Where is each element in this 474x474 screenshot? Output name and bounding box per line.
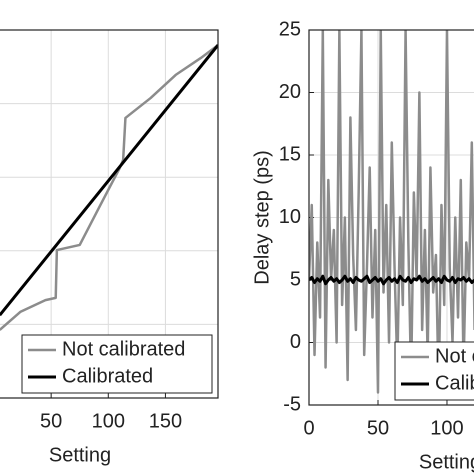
series-group	[309, 30, 474, 394]
x-tick-label: 0	[303, 417, 314, 439]
data-line	[309, 274, 474, 286]
axes-frame	[0, 29, 219, 399]
x-tick-label: 150	[149, 410, 182, 432]
y-tick-label: -5	[283, 393, 301, 415]
data-line	[0, 44, 218, 317]
y-tick-label: 0	[290, 331, 301, 353]
y-tick-label: 25	[279, 18, 301, 40]
legend-label: Calibrated	[62, 365, 153, 387]
legend-box	[21, 334, 213, 394]
data-line	[0, 44, 218, 331]
y-tick-label: 10	[279, 206, 301, 228]
x-tick-label: 50	[40, 410, 62, 432]
legend-label: Not calibrated	[435, 345, 474, 367]
x-tick-label: 100	[92, 410, 125, 432]
legend-label: Not calibrated	[62, 338, 185, 360]
data-line	[309, 30, 474, 394]
legend-label: Calibrated	[435, 372, 474, 394]
y-tick-label: 5	[290, 268, 301, 290]
legend-box	[394, 341, 474, 401]
y-tick-label: 15	[279, 143, 301, 165]
x-tick-label: 100	[430, 417, 463, 439]
y-axis-label: Delay step (ps)	[251, 150, 273, 285]
x-axis-label: Setting	[419, 451, 474, 473]
series-group	[0, 44, 218, 331]
x-axis-label: Setting	[49, 444, 111, 466]
y-tick-label: 20	[279, 81, 301, 103]
axes-frame	[308, 29, 474, 406]
x-tick-label: 50	[367, 417, 389, 439]
